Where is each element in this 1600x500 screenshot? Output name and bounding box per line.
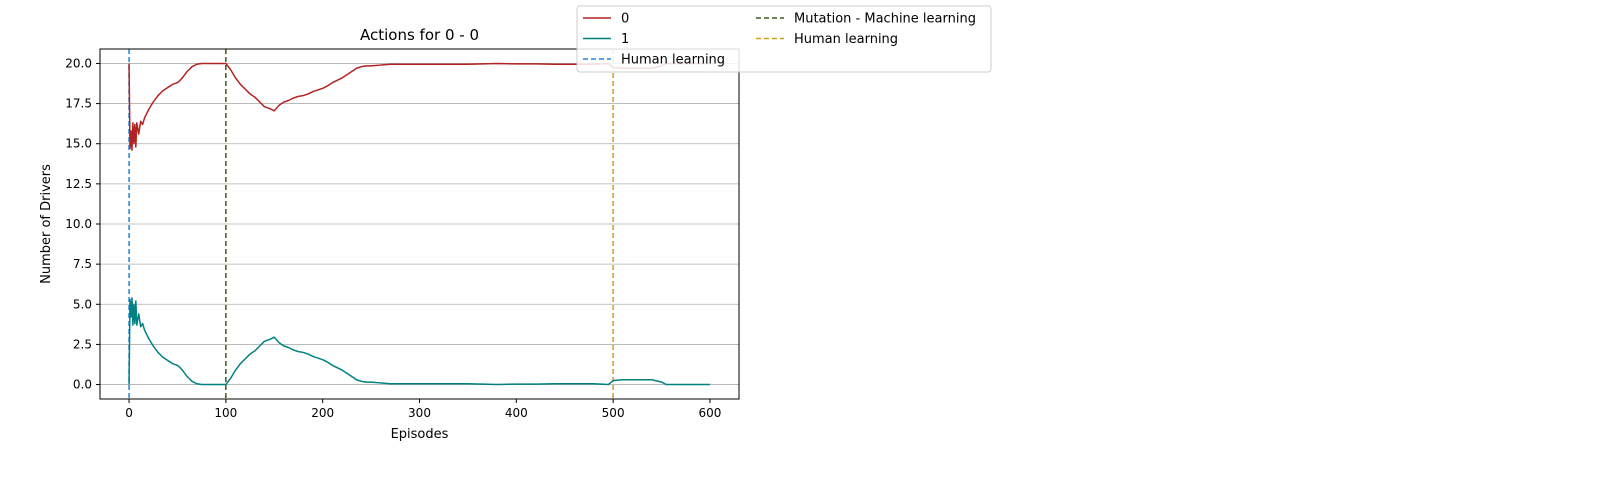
y-tick-label-0: 0.0 <box>73 378 92 392</box>
y-tick-label-8: 20.0 <box>65 56 92 70</box>
legend-label-0-2: Human learning <box>621 53 725 68</box>
chart-title: Actions for 0 - 0 <box>360 26 479 44</box>
x-tick-label-4: 400 <box>505 406 528 420</box>
y-axis-label: Number of Drivers <box>39 164 54 284</box>
y-axis-ticks: 0.0 2.5 5.0 7.5 10.0 12.5 15.0 17.5 20.0 <box>65 56 100 392</box>
legend: 0 1 Human learning Mutation - Machine learn… <box>576 5 992 73</box>
y-tick-label-7: 17.5 <box>65 97 92 111</box>
series-line-1 <box>128 297 710 386</box>
y-tick-label-4: 10.0 <box>65 217 92 231</box>
legend-label-1-0: Mutation - Machine learning <box>794 12 976 27</box>
x-tick-label-6: 600 <box>699 406 722 420</box>
series-lines <box>128 62 710 386</box>
y-tick-label-5: 12.5 <box>65 177 92 191</box>
x-axis-label: Episodes <box>391 427 449 442</box>
y-tick-label-3: 7.5 <box>73 257 92 271</box>
series-line-0 <box>128 62 710 151</box>
y-tick-label-1: 2.5 <box>73 337 92 351</box>
legend-label-1-1: Human learning <box>794 32 898 47</box>
y-tick-label-2: 5.0 <box>73 297 92 311</box>
x-tick-label-2: 200 <box>311 406 334 420</box>
grid-lines <box>100 63 739 385</box>
x-axis-ticks: 0 100 200 300 400 500 600 <box>125 399 721 420</box>
x-tick-label-5: 500 <box>602 406 625 420</box>
legend-label-0-1: 1 <box>621 32 629 47</box>
x-tick-label-1: 100 <box>214 406 237 420</box>
y-tick-label-6: 15.0 <box>65 137 92 151</box>
legend-label-0-0: 0 <box>621 12 629 27</box>
x-tick-label-0: 0 <box>125 406 133 420</box>
x-tick-label-3: 300 <box>408 406 431 420</box>
